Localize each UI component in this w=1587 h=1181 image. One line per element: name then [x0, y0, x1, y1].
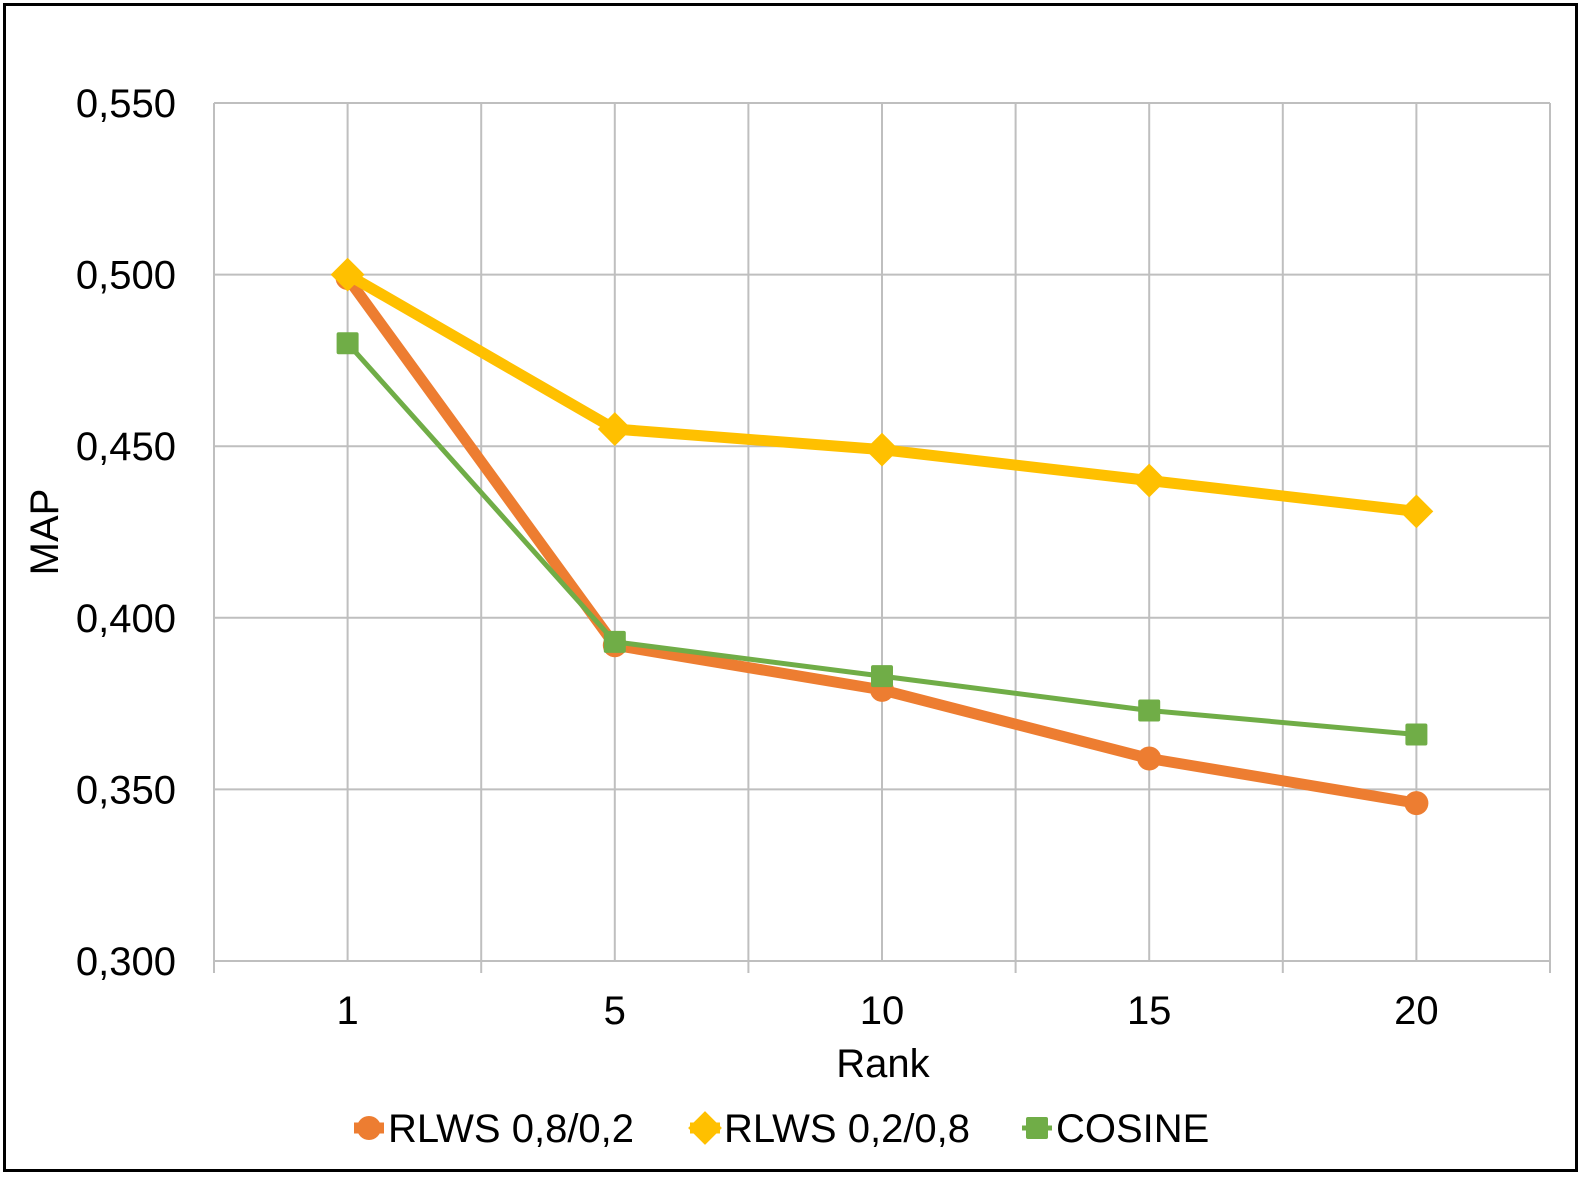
- y-tick-label: 0,450: [76, 425, 176, 469]
- legend-swatch-marker: [688, 1111, 722, 1145]
- x-axis-title: Rank: [836, 1042, 930, 1086]
- legend-label: RLWS 0,2/0,8: [724, 1107, 970, 1151]
- series-2: [336, 332, 1428, 746]
- data-point: [1404, 791, 1429, 816]
- series-1: [330, 257, 1434, 529]
- y-tick-label: 0,500: [76, 254, 176, 298]
- x-tick-label: 1: [336, 989, 358, 1033]
- y-tick-label: 0,400: [76, 597, 176, 641]
- y-axis-title: MAP: [23, 489, 67, 576]
- y-axis-ticks: 0,300 0,350 0,400 0,450 0,500 0,550: [76, 82, 176, 984]
- data-point: [1138, 699, 1161, 722]
- legend-swatch-marker: [357, 1116, 381, 1140]
- x-tick-label: 10: [860, 989, 905, 1033]
- legend-label: COSINE: [1056, 1107, 1209, 1151]
- series-group: [330, 257, 1434, 816]
- data-point: [1137, 746, 1162, 771]
- data-point: [336, 332, 359, 355]
- y-tick-label: 0,300: [76, 940, 176, 984]
- x-tick-label: 20: [1394, 989, 1439, 1033]
- data-point: [865, 432, 899, 467]
- legend-swatch-marker: [1026, 1117, 1048, 1139]
- legend: RLWS 0,8/0,2 RLWS 0,2/0,8 COSINE: [354, 1107, 1209, 1151]
- data-point: [1132, 463, 1167, 498]
- x-tick-label: 15: [1127, 989, 1172, 1033]
- chart-frame: [3, 3, 1578, 1172]
- y-tick-label: 0,350: [76, 768, 176, 812]
- data-point: [1399, 494, 1434, 529]
- data-point: [1405, 723, 1428, 746]
- y-tick-label: 0,550: [76, 82, 176, 126]
- data-point: [597, 412, 632, 446]
- gridlines: [213, 102, 1551, 973]
- data-point: [603, 630, 626, 653]
- data-point: [330, 257, 365, 292]
- x-tick-label: 5: [604, 989, 626, 1033]
- legend-label: RLWS 0,8/0,2: [388, 1107, 634, 1151]
- data-point: [871, 665, 893, 688]
- x-axis-ticks: 1 5 10 15 20: [336, 989, 1438, 1033]
